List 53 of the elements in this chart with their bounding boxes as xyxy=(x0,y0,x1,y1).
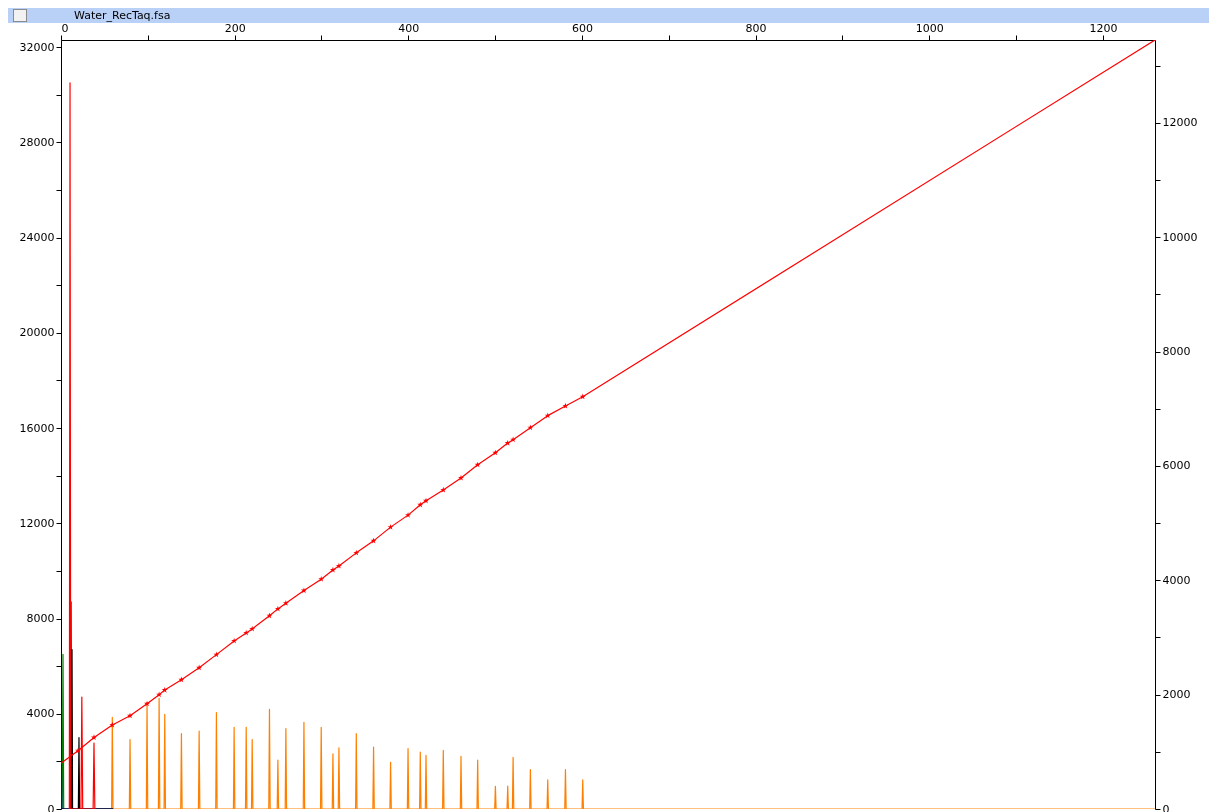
point xyxy=(423,497,430,504)
point xyxy=(300,587,307,594)
point xyxy=(329,566,336,573)
point xyxy=(318,576,325,582)
x-tick-label: 400 xyxy=(398,21,420,35)
point xyxy=(405,511,412,518)
y2-tick-label: 0 xyxy=(1162,802,1170,812)
x-tick-label: 0 xyxy=(61,21,69,35)
point xyxy=(370,537,377,544)
point xyxy=(90,734,97,741)
point xyxy=(144,700,151,707)
chart-title: Water_RecTaq.fsa xyxy=(74,8,171,23)
point xyxy=(127,712,134,719)
point xyxy=(266,612,273,619)
point xyxy=(387,523,394,530)
y2-tick-label: 10000 xyxy=(1162,230,1198,244)
y2-tick-label: 12000 xyxy=(1162,116,1198,130)
point xyxy=(335,562,342,569)
y-tick-label: 8000 xyxy=(26,612,55,626)
y-tick-label: 12000 xyxy=(19,516,55,530)
x-tick-label: 600 xyxy=(571,21,593,35)
x-tick-label: 800 xyxy=(745,21,767,35)
point xyxy=(417,501,424,508)
y-tick-label: 16000 xyxy=(19,421,55,435)
y2-tick-label: 4000 xyxy=(1162,573,1191,587)
point xyxy=(178,676,185,683)
point xyxy=(75,747,82,754)
y-tick-label: 20000 xyxy=(19,326,55,340)
point xyxy=(440,486,447,493)
point xyxy=(282,600,289,606)
y2-tick-label: 2000 xyxy=(1162,688,1191,702)
x-tick-label: 200 xyxy=(224,21,246,35)
y-tick-label: 32000 xyxy=(19,40,55,54)
point xyxy=(353,549,360,556)
x-tick-label: 1200 xyxy=(1089,21,1118,35)
point xyxy=(504,439,511,446)
point xyxy=(458,474,465,481)
point xyxy=(474,461,481,468)
y-tick-label: 4000 xyxy=(26,707,55,721)
point xyxy=(579,393,586,400)
point xyxy=(161,686,168,693)
x-tick-label: 1000 xyxy=(915,21,944,35)
point xyxy=(510,436,517,443)
y2-tick-label: 8000 xyxy=(1162,345,1191,359)
point xyxy=(156,691,163,698)
point xyxy=(562,402,569,409)
y2-tick-label: 6000 xyxy=(1162,459,1191,473)
y-tick-label: 0 xyxy=(47,802,55,812)
y-tick-label: 24000 xyxy=(19,231,55,245)
point xyxy=(544,412,551,419)
point xyxy=(109,721,116,728)
y-tick-label: 28000 xyxy=(19,135,55,149)
point xyxy=(492,449,499,456)
